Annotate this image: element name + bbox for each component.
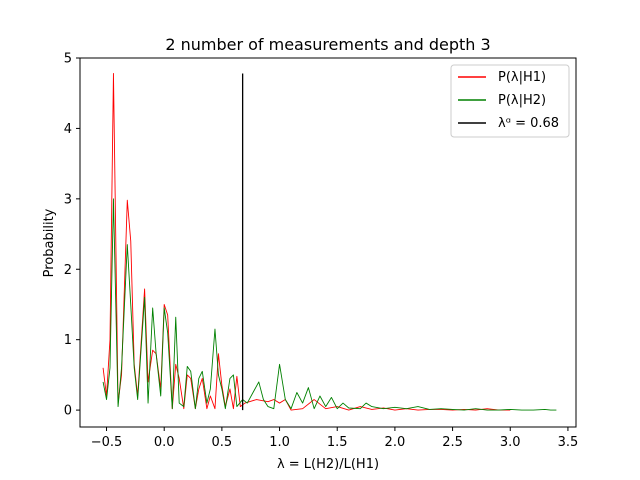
- x-axis-label: λ = L(H2)/L(H1): [277, 457, 379, 472]
- chart-title: 2 number of measurements and depth 3: [165, 35, 490, 54]
- x-tick-label: 0.0: [154, 435, 175, 450]
- y-tick-label: 0: [64, 404, 72, 419]
- x-tick-label: −0.5: [91, 435, 123, 450]
- x-tick-label: 2.0: [385, 435, 406, 450]
- plot-frame: [79, 57, 577, 428]
- y-tick-label: 1: [64, 333, 72, 348]
- x-tick-label: 1.5: [327, 435, 348, 450]
- legend-box: [450, 64, 570, 138]
- y-tick-label: 2: [64, 263, 72, 278]
- legend-label-h1: P(λ|H1): [498, 70, 546, 85]
- x-tick-label: 0.5: [212, 435, 233, 450]
- series-layer: [102, 73, 557, 411]
- x-tick-label: 2.5: [442, 435, 463, 450]
- y-tick-label: 5: [64, 52, 72, 67]
- y-axis-label: Probability: [42, 208, 57, 277]
- y-tick-label: 3: [64, 192, 72, 207]
- series-line-h2: [102, 198, 557, 411]
- y-tick-label: 4: [64, 122, 72, 137]
- x-axis: −0.5 0.0 0.5 1.0 1.5 2.0 2.5 3.0 3.5: [91, 427, 579, 450]
- y-axis: 0 1 2 3 4 5: [64, 52, 80, 419]
- legend: P(λ|H1) P(λ|H2) λᵅ = 0.68: [450, 64, 570, 138]
- x-tick-label: 3.5: [558, 435, 579, 450]
- legend-label-h2: P(λ|H2): [498, 93, 546, 108]
- x-tick-label: 3.0: [500, 435, 521, 450]
- x-tick-label: 1.0: [269, 435, 290, 450]
- legend-label-threshold: λᵅ = 0.68: [498, 116, 559, 131]
